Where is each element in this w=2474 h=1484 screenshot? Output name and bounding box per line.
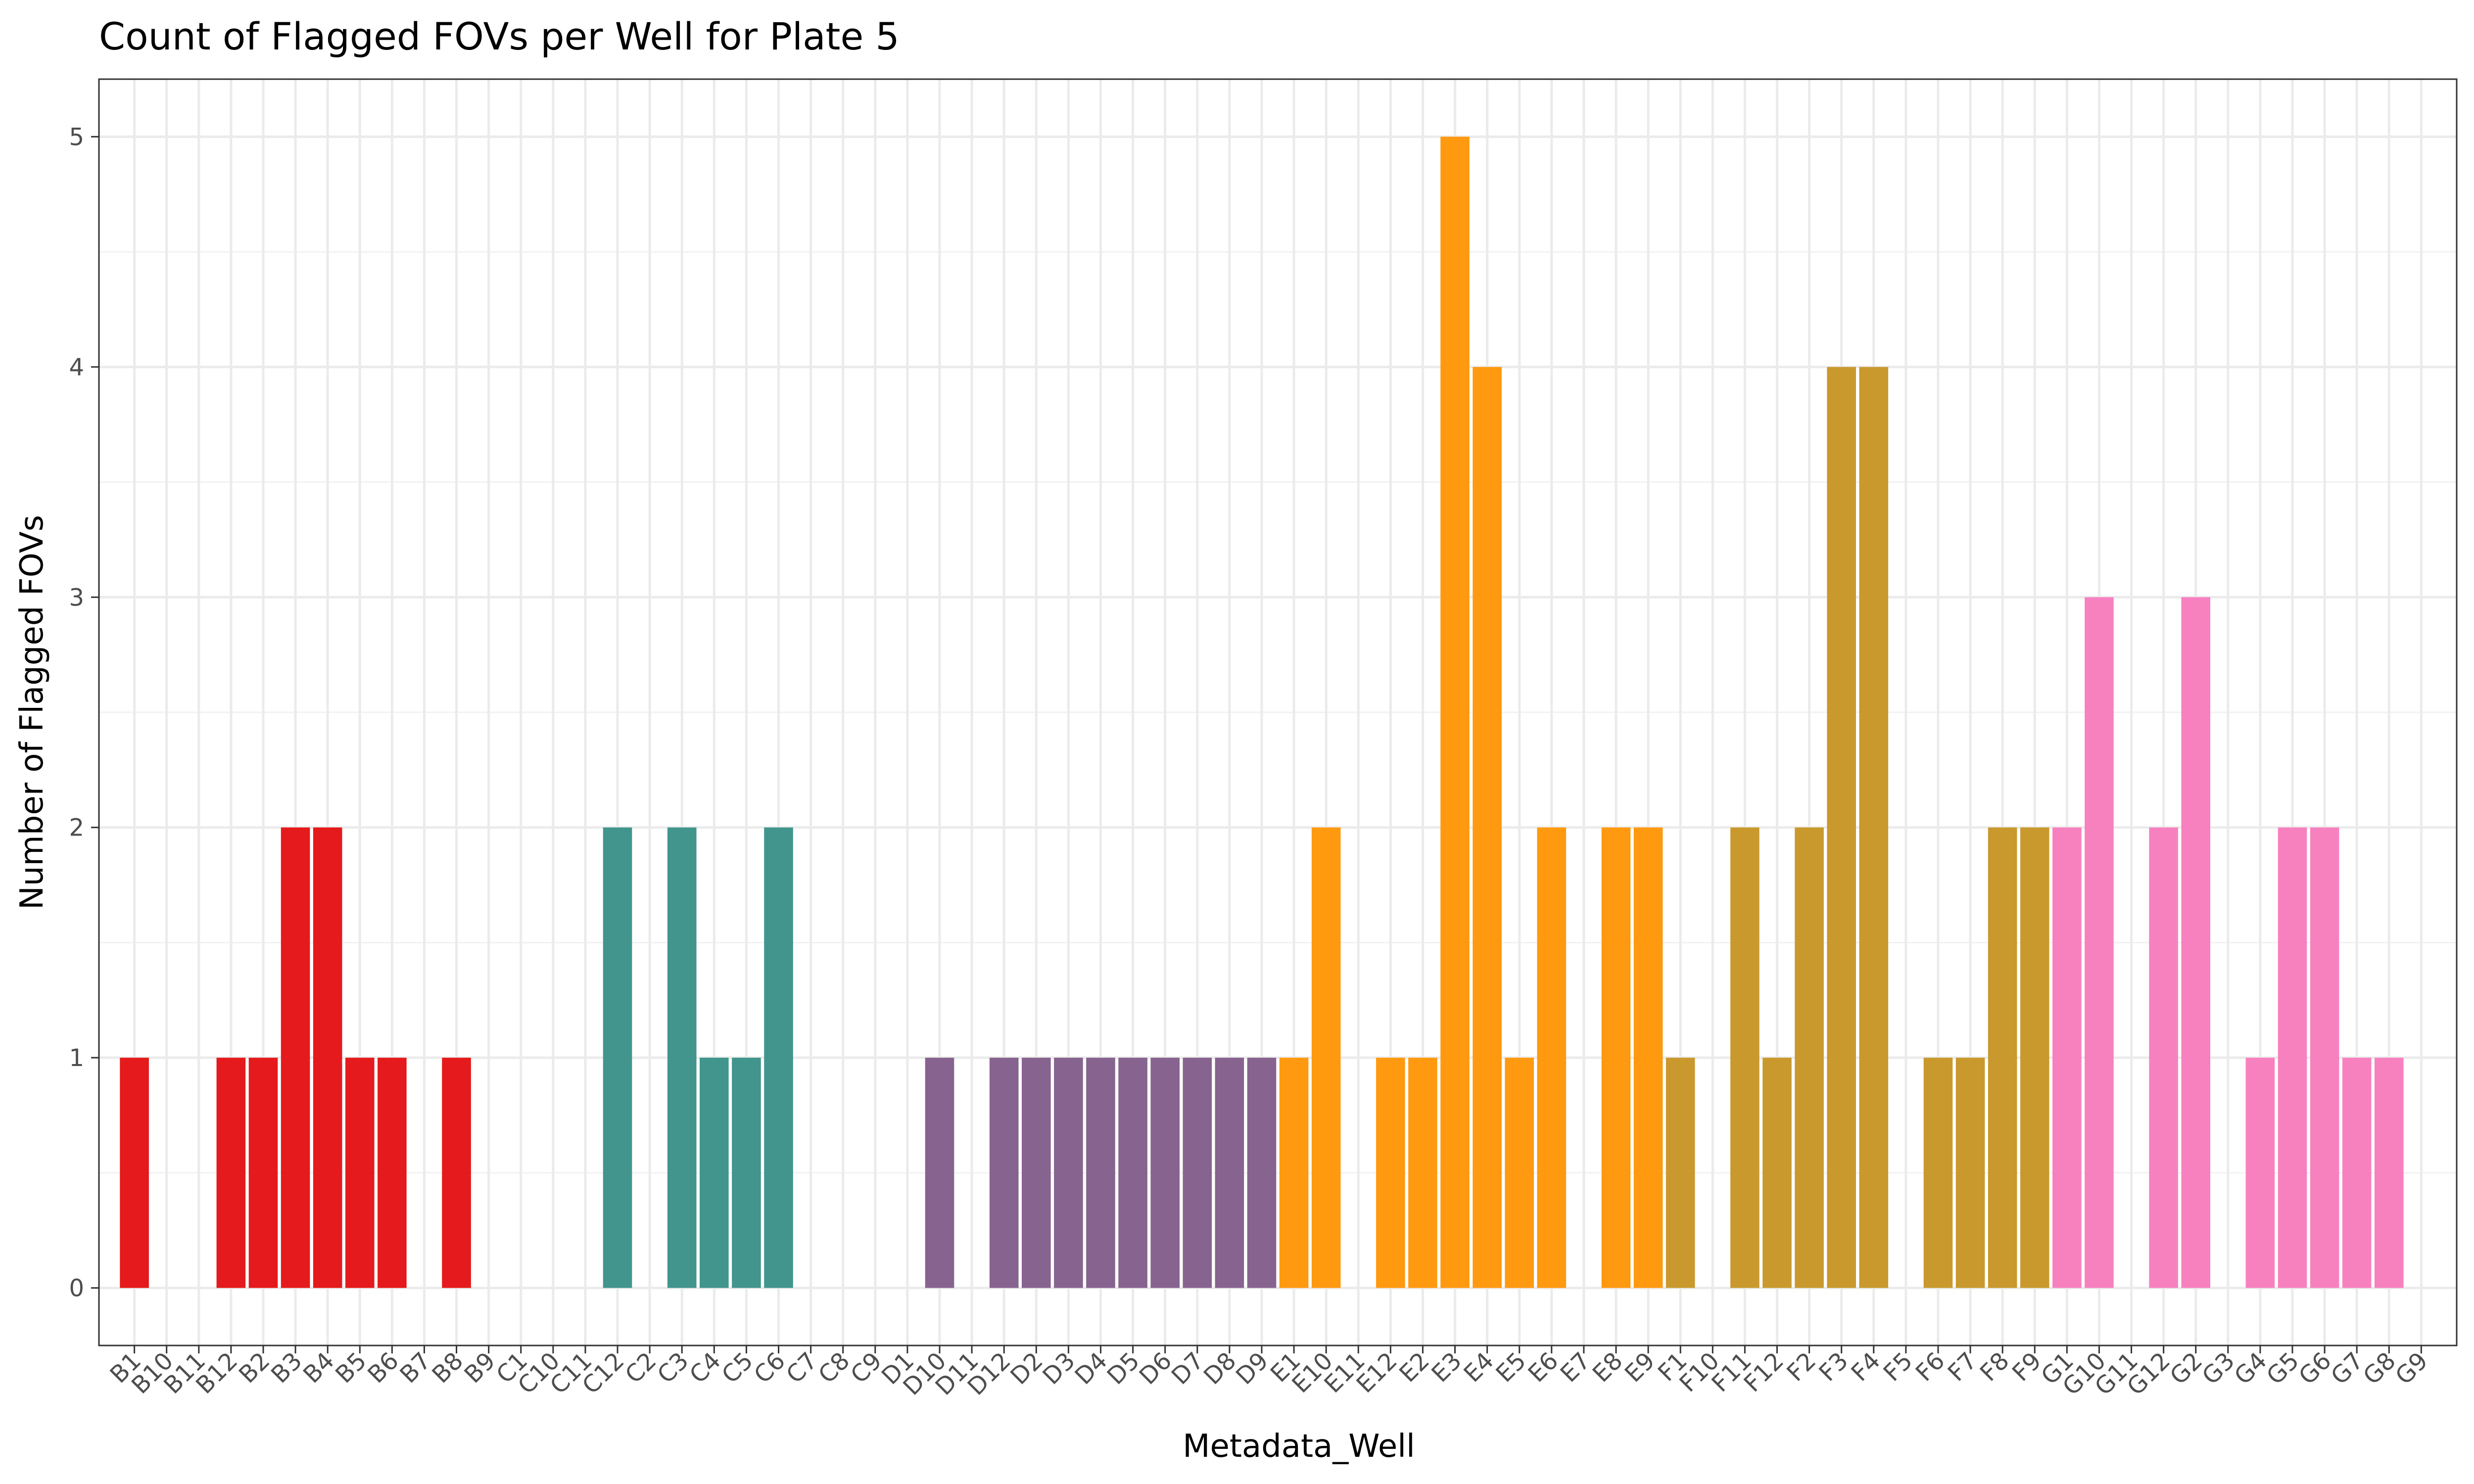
bar-b1: [120, 1058, 149, 1288]
bar-d6: [1150, 1058, 1180, 1288]
bar-b4: [313, 827, 342, 1288]
bar-d3: [1054, 1058, 1083, 1288]
bar-b3: [281, 827, 310, 1288]
bar-f7: [1955, 1058, 1985, 1288]
bar-e1: [1279, 1058, 1309, 1288]
bar-e10: [1311, 827, 1341, 1288]
bar-d7: [1183, 1058, 1212, 1288]
bar-c6: [764, 827, 793, 1288]
bar-g1: [2052, 827, 2082, 1288]
y-tick-label: 2: [69, 814, 84, 842]
bar-b6: [378, 1058, 407, 1288]
y-tick-label: 3: [69, 584, 84, 611]
bar-b5: [345, 1058, 375, 1288]
bar-d9: [1247, 1058, 1277, 1288]
bar-g10: [2085, 597, 2114, 1288]
bar-e5: [1505, 1058, 1534, 1288]
bar-d12: [989, 1058, 1019, 1288]
y-tick-label: 4: [69, 354, 84, 381]
y-axis: 0 1 2 3 4 5: [69, 123, 99, 1302]
bar-f12: [1762, 1058, 1792, 1288]
bar-d8: [1215, 1058, 1244, 1288]
bar-f9: [2020, 827, 2049, 1288]
bar-e6: [1537, 827, 1567, 1288]
bar-b12: [216, 1058, 246, 1288]
bar-g6: [2310, 827, 2339, 1288]
bar-g2: [2181, 597, 2211, 1288]
bar-g7: [2342, 1058, 2372, 1288]
bars: [120, 137, 2404, 1288]
bar-f11: [1730, 827, 1760, 1288]
bar-g5: [2278, 827, 2307, 1288]
y-tick-label: 0: [69, 1275, 84, 1302]
bar-e9: [1633, 827, 1663, 1288]
bar-d4: [1086, 1058, 1115, 1288]
bar-f8: [1988, 827, 2017, 1288]
x-axis-title: Metadata_Well: [1183, 1428, 1415, 1465]
bar-f6: [1923, 1058, 1953, 1288]
bar-e2: [1408, 1058, 1437, 1288]
y-axis-title: Number of Flagged FOVs: [14, 515, 50, 910]
x-tick-label: F12: [1739, 1347, 1789, 1397]
bar-e3: [1440, 137, 1470, 1288]
plot-panel-border: [98, 78, 2458, 1346]
x-axis: B1B10B11B12B2B3B4B5B6B7B8B9C1C10C11C12C2…: [105, 1345, 2433, 1401]
bar-d10: [925, 1058, 954, 1288]
bar-f1: [1665, 1058, 1695, 1288]
bar-c3: [667, 827, 697, 1288]
bar-e4: [1473, 367, 1502, 1288]
bar-g4: [2245, 1058, 2275, 1288]
bar-g12: [2149, 827, 2178, 1288]
chart-title: Count of Flagged FOVs per Well for Plate…: [99, 14, 900, 58]
bar-g8: [2375, 1058, 2404, 1288]
bar-d2: [1021, 1058, 1051, 1288]
bar-c12: [603, 827, 632, 1288]
bar-e8: [1601, 827, 1631, 1288]
bar-c4: [700, 1058, 729, 1288]
bar-f4: [1859, 367, 1889, 1288]
y-tick-label: 1: [69, 1044, 84, 1072]
x-tick-label: G9: [2390, 1347, 2433, 1390]
bar-f3: [1827, 367, 1856, 1288]
bar-e12: [1376, 1058, 1405, 1288]
bar-b8: [442, 1058, 471, 1288]
x-tick-label: E12: [1351, 1347, 1403, 1398]
bar-b2: [248, 1058, 278, 1288]
bar-c5: [732, 1058, 761, 1288]
bar-d5: [1118, 1058, 1147, 1288]
bar-f2: [1795, 827, 1824, 1288]
y-tick-label: 5: [69, 123, 84, 151]
